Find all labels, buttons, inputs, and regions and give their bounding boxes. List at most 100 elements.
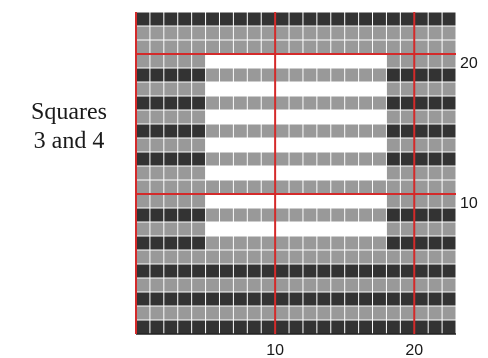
cell-gray	[289, 180, 303, 194]
cell-white	[359, 194, 373, 208]
cell-dark	[303, 264, 317, 278]
cell-dark	[178, 124, 192, 138]
axis-labels: 10 20 10 20	[266, 55, 478, 358]
cell-dark	[136, 68, 150, 82]
cell-gray	[192, 250, 206, 264]
caption-line-1: Squares	[31, 99, 107, 125]
cell-gray	[331, 250, 345, 264]
cell-gray	[414, 222, 428, 236]
cell-gray	[442, 82, 456, 96]
cell-gray	[428, 222, 442, 236]
cell-gray	[178, 180, 192, 194]
cell-gray	[275, 152, 289, 166]
cell-white	[233, 82, 247, 96]
cell-gray	[386, 82, 400, 96]
cell-dark	[386, 264, 400, 278]
cell-dark	[150, 236, 164, 250]
cell-white	[303, 222, 317, 236]
cell-gray	[442, 54, 456, 68]
cell-dark	[400, 68, 414, 82]
cell-gray	[164, 82, 178, 96]
cell-white	[331, 138, 345, 152]
cell-gray	[206, 250, 219, 264]
cell-dark	[386, 208, 400, 222]
cell-gray	[386, 278, 400, 292]
cell-gray	[192, 110, 206, 124]
cell-white	[331, 222, 345, 236]
cell-dark	[289, 12, 303, 26]
cell-gray	[414, 40, 428, 54]
cell-dark	[317, 264, 331, 278]
cell-gray	[414, 250, 428, 264]
cell-dark	[428, 264, 442, 278]
cell-gray	[136, 250, 150, 264]
cell-gray	[206, 278, 219, 292]
cell-gray	[331, 40, 345, 54]
cell-dark	[428, 152, 442, 166]
cell-gray	[150, 180, 164, 194]
cell-dark	[178, 320, 192, 334]
cell-gray	[373, 40, 386, 54]
cell-dark	[178, 236, 192, 250]
cell-gray	[428, 250, 442, 264]
cell-dark	[192, 236, 206, 250]
cell-gray	[317, 180, 331, 194]
cell-dark	[150, 208, 164, 222]
cell-gray	[289, 68, 303, 82]
cell-gray	[192, 26, 206, 40]
cell-gray	[331, 124, 345, 138]
cell-gray	[247, 278, 261, 292]
cell-gray	[317, 208, 331, 222]
cell-gray	[261, 180, 275, 194]
x-axis-label: 10	[266, 342, 284, 358]
cell-white	[233, 194, 247, 208]
cell-gray	[247, 306, 261, 320]
cell-gray	[150, 222, 164, 236]
cell-dark	[192, 124, 206, 138]
cell-dark	[400, 292, 414, 306]
cell-gray	[219, 236, 233, 250]
cell-gray	[150, 82, 164, 96]
cell-white	[261, 82, 275, 96]
cell-gray	[345, 40, 359, 54]
cell-white	[247, 54, 261, 68]
cell-gray	[303, 152, 317, 166]
cell-gray	[317, 236, 331, 250]
cell-gray	[331, 208, 345, 222]
cell-gray	[359, 124, 373, 138]
cell-white	[289, 110, 303, 124]
cell-gray	[192, 306, 206, 320]
cell-gray	[386, 222, 400, 236]
cell-gray	[400, 54, 414, 68]
cell-white	[233, 110, 247, 124]
red-guide-lines	[135, 12, 456, 335]
cell-gray	[373, 68, 386, 82]
cell-gray	[275, 40, 289, 54]
cell-white	[289, 138, 303, 152]
cell-gray	[428, 54, 442, 68]
cell-gray	[400, 194, 414, 208]
cell-dark	[373, 264, 386, 278]
cell-white	[345, 166, 359, 180]
cell-dark	[386, 152, 400, 166]
cell-white	[317, 82, 331, 96]
cell-gray	[414, 180, 428, 194]
cell-gray	[331, 152, 345, 166]
cell-gray	[331, 26, 345, 40]
cell-dark	[442, 12, 456, 26]
cell-gray	[359, 250, 373, 264]
cell-gray	[206, 208, 219, 222]
cell-dark	[428, 236, 442, 250]
cell-gray	[192, 54, 206, 68]
cell-gray	[178, 250, 192, 264]
cell-dark	[414, 320, 428, 334]
cell-gray	[233, 26, 247, 40]
cell-white	[261, 194, 275, 208]
cell-gray	[359, 152, 373, 166]
cell-gray	[233, 278, 247, 292]
cell-dark	[400, 264, 414, 278]
cell-white	[233, 222, 247, 236]
cell-gray	[206, 306, 219, 320]
cell-gray	[136, 138, 150, 152]
cell-gray	[345, 124, 359, 138]
